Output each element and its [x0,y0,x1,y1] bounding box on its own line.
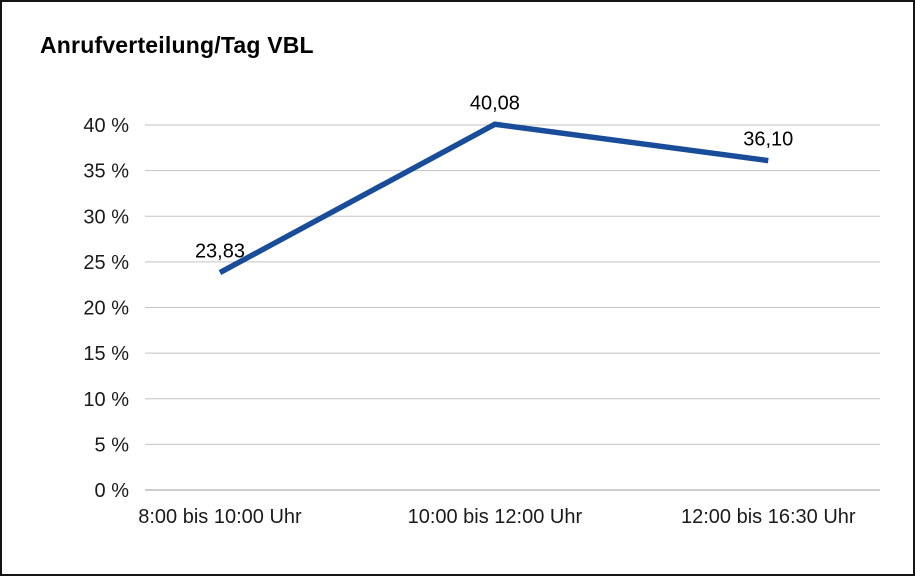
y-tick-label: 10 % [83,389,129,411]
y-tick-label: 35 % [83,161,129,183]
y-tick-label: 5 % [95,434,130,456]
y-tick-label: 40 % [83,115,129,137]
y-tick-label: 25 % [83,252,129,274]
y-tick-label: 15 % [83,343,129,365]
data-point-label: 40,08 [470,92,520,114]
data-line [218,121,769,275]
y-tick-label: 0 % [95,480,130,502]
y-tick-label: 20 % [83,298,129,320]
y-tick-label: 30 % [83,206,129,228]
x-category-label: 10:00 bis 12:00 Uhr [408,506,583,528]
chart-title: Anrufverteilung/Tag VBL [40,32,314,58]
data-point-label: 23,83 [195,241,245,263]
data-point-label: 36,10 [743,129,793,151]
x-category-label: 8:00 bis 10:00 Uhr [138,506,302,528]
x-category-label: 12:00 bis 16:30 Uhr [681,506,856,528]
